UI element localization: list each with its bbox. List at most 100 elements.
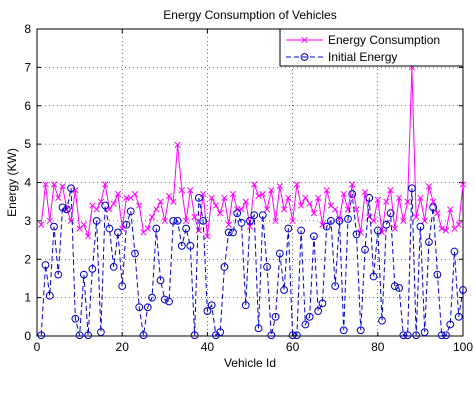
- data-point-initial-energy: [224, 228, 233, 237]
- data-point-energy-consumption: [387, 187, 394, 194]
- data-point-energy-consumption: [336, 215, 343, 223]
- data-point-initial-energy: [84, 331, 93, 340]
- data-point-initial-energy: [433, 270, 442, 279]
- marker-stroke: [67, 217, 75, 225]
- data-point-energy-consumption: [84, 233, 92, 240]
- data-point-energy-consumption: [157, 198, 164, 205]
- marker-stroke: [297, 202, 305, 209]
- data-point-initial-energy: [199, 216, 208, 225]
- data-point-initial-energy: [267, 331, 276, 340]
- data-point-initial-energy: [280, 286, 288, 294]
- data-point-energy-consumption: [361, 188, 369, 196]
- marker-stroke: [80, 221, 88, 228]
- data-point-initial-energy: [301, 320, 310, 329]
- series-line-2: [40, 188, 464, 337]
- marker-stroke: [293, 181, 301, 188]
- marker-stroke: [208, 194, 215, 202]
- marker-stroke: [144, 225, 151, 232]
- data-point-initial-energy: [131, 249, 139, 258]
- data-point-energy-consumption: [251, 181, 258, 188]
- marker-stroke: [242, 198, 249, 205]
- data-point-energy-consumption: [42, 181, 49, 188]
- marker-stroke: [400, 217, 407, 225]
- data-point-energy-consumption: [55, 194, 62, 202]
- marker-stroke: [165, 192, 173, 200]
- data-point-initial-energy: [241, 301, 250, 310]
- data-point-initial-energy: [220, 263, 229, 271]
- data-point-initial-energy: [177, 241, 186, 250]
- data-point-energy-consumption: [417, 194, 424, 202]
- data-point-energy-consumption: [395, 194, 403, 202]
- data-point-energy-consumption: [285, 194, 292, 202]
- marker-stroke: [195, 227, 203, 234]
- marker-stroke: [434, 210, 441, 217]
- data-point-energy-consumption: [242, 198, 249, 205]
- data-point-initial-energy: [258, 211, 267, 220]
- data-point-initial-energy: [148, 293, 156, 302]
- marker-stroke: [38, 221, 45, 228]
- marker-stroke: [430, 198, 437, 205]
- data-point-initial-energy: [407, 184, 416, 193]
- legend-label-1: Energy Consumption: [328, 33, 440, 47]
- data-point-initial-energy: [139, 331, 148, 340]
- data-point-initial-energy: [92, 216, 101, 225]
- data-point-energy-consumption: [421, 217, 428, 225]
- data-point-energy-consumption: [297, 202, 305, 209]
- x-axis-title: Vehicle Id: [224, 356, 276, 370]
- data-point-energy-consumption: [323, 187, 330, 194]
- marker-stroke: [191, 213, 198, 221]
- data-point-energy-consumption: [455, 221, 462, 228]
- data-point-initial-energy: [331, 282, 340, 291]
- legend-marker: [301, 36, 308, 44]
- x-tick-label: 40: [201, 340, 215, 354]
- data-point-initial-energy: [322, 222, 331, 231]
- marker-stroke: [246, 223, 254, 230]
- data-point-energy-consumption: [310, 210, 318, 217]
- data-point-energy-consumption: [391, 225, 398, 232]
- data-point-energy-consumption: [225, 221, 232, 228]
- y-tick-label: 7: [24, 60, 31, 74]
- data-point-energy-consumption: [131, 190, 139, 198]
- marker-stroke: [391, 225, 398, 232]
- marker-stroke: [84, 233, 92, 240]
- data-point-initial-energy: [318, 299, 327, 308]
- x-tick-label: 0: [34, 340, 41, 354]
- data-point-energy-consumption: [208, 194, 215, 202]
- marker-stroke: [153, 206, 160, 213]
- marker-stroke: [106, 206, 113, 213]
- data-point-initial-energy: [305, 312, 314, 321]
- data-point-energy-consumption: [182, 217, 190, 225]
- data-point-initial-energy: [399, 331, 408, 340]
- data-point-initial-energy: [339, 326, 348, 335]
- marker-stroke: [455, 221, 462, 228]
- y-tick-label: 1: [24, 291, 31, 305]
- data-point-energy-consumption: [404, 198, 411, 205]
- data-point-initial-energy: [97, 328, 105, 337]
- data-point-initial-energy: [54, 270, 63, 279]
- data-point-energy-consumption: [191, 213, 198, 221]
- data-point-initial-energy: [395, 284, 404, 292]
- data-point-initial-energy: [310, 232, 318, 241]
- data-point-initial-energy: [390, 282, 399, 291]
- data-point-energy-consumption: [353, 206, 360, 213]
- data-point-initial-energy: [361, 245, 369, 254]
- data-point-initial-energy: [233, 209, 242, 218]
- data-point-initial-energy: [378, 316, 386, 325]
- data-point-initial-energy: [352, 230, 361, 239]
- data-point-energy-consumption: [72, 187, 79, 194]
- data-point-initial-energy: [335, 216, 344, 225]
- data-point-energy-consumption: [221, 194, 228, 202]
- data-point-energy-consumption: [187, 187, 194, 194]
- marker-stroke: [310, 210, 318, 217]
- data-point-energy-consumption: [289, 217, 296, 225]
- y-tick-label: 3: [24, 214, 31, 228]
- marker-stroke: [217, 210, 224, 217]
- data-point-initial-energy: [292, 331, 301, 340]
- marker-stroke: [361, 188, 369, 196]
- data-point-initial-energy: [386, 209, 395, 218]
- data-point-energy-consumption: [136, 202, 143, 209]
- legend-box: [279, 28, 464, 67]
- data-point-initial-energy: [152, 224, 161, 233]
- data-point-energy-consumption: [430, 198, 437, 205]
- marker-stroke: [110, 200, 117, 207]
